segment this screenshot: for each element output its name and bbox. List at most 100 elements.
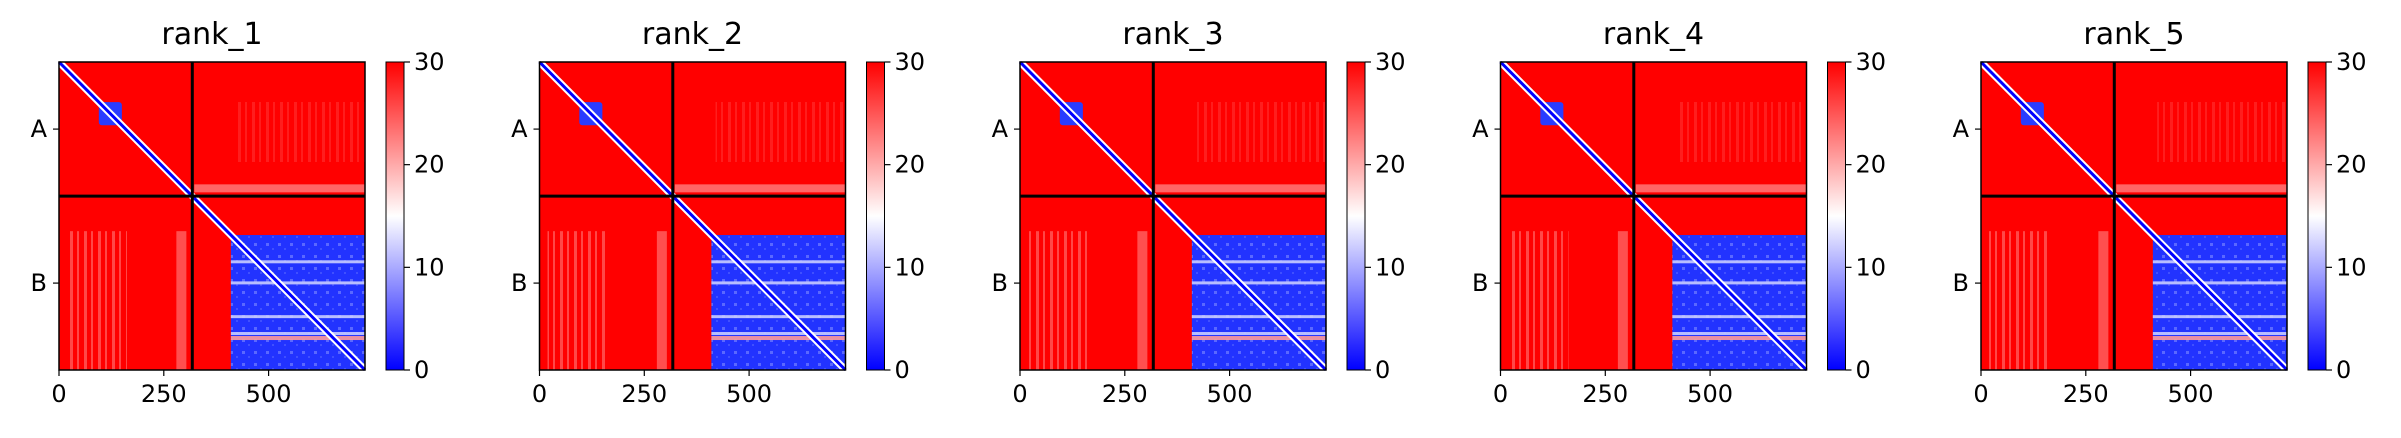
heatmap-frame — [58, 61, 366, 371]
x-tick-label: 500 — [1207, 380, 1253, 408]
domain-band — [1191, 281, 1326, 285]
domain-band — [1191, 260, 1326, 264]
domain-band — [230, 315, 365, 319]
domain-band — [711, 315, 846, 319]
x-tick-label: 500 — [726, 380, 772, 408]
panel-4: rank_4 A B 0 250 500 0 10 20 30 — [1472, 17, 1886, 408]
interchain-band — [674, 184, 846, 193]
colorbar-tick-label: 20 — [1856, 151, 1887, 179]
interchain-streak — [656, 231, 667, 370]
x-tick-label: 500 — [246, 380, 292, 408]
x-tick-label: 500 — [1687, 380, 1733, 408]
x-tick-label: 500 — [2168, 380, 2214, 408]
panel-3: rank_3 A B 0 250 500 0 10 20 30 — [992, 17, 1406, 408]
x-tick-label: 0 — [1973, 380, 1988, 408]
domain-band-red — [230, 336, 365, 341]
x-tick-label: 250 — [1582, 380, 1628, 408]
domain-band — [230, 281, 365, 285]
colorbar-tick-label: 0 — [2336, 356, 2351, 384]
colorbar-tick-label: 20 — [414, 151, 445, 179]
domain-band — [230, 332, 365, 336]
domain-band — [230, 260, 365, 264]
panel-1: rank_1 A B 0 250 500 0 10 20 30 — [31, 17, 445, 408]
heatmap-frame — [1980, 61, 2288, 371]
colorbar-tick-label: 0 — [1375, 356, 1390, 384]
x-tick-label: 250 — [1102, 380, 1148, 408]
y-tick-label: A — [31, 115, 48, 143]
interchain-streaks-upper — [715, 102, 846, 162]
y-tick-label: B — [511, 269, 527, 297]
domain-band — [1672, 260, 1807, 264]
interchain-streaks-upper — [235, 102, 365, 162]
colorbar-tick-label: 0 — [895, 356, 910, 384]
x-tick-label: 250 — [2063, 380, 2109, 408]
interchain-band — [194, 184, 365, 193]
domain-band — [711, 332, 846, 336]
colorbar — [385, 61, 405, 371]
panel-title: rank_2 — [642, 17, 743, 52]
interchain-streaks-upper — [1196, 102, 1326, 162]
heatmap-frame — [1499, 61, 1808, 371]
domain-band — [2152, 332, 2287, 336]
colorbar-tick-label: 10 — [1856, 253, 1887, 281]
colorbar — [1827, 61, 1846, 371]
panel-5: rank_5 A B 0 250 500 0 10 20 30 — [1953, 17, 2367, 408]
diagonal — [1979, 60, 2289, 372]
x-tick-label: 250 — [621, 380, 667, 408]
colorbar-tick-label: 0 — [1856, 356, 1871, 384]
y-tick-label: A — [992, 115, 1009, 143]
domain-band-red — [2152, 336, 2287, 341]
panel-title: rank_3 — [1122, 17, 1223, 52]
colorbar-tick-label: 30 — [895, 48, 926, 76]
domain-band — [1191, 315, 1326, 319]
domain-band — [1672, 332, 1807, 336]
colorbar-tick-label: 30 — [1856, 48, 1887, 76]
interchain-streaks — [1028, 231, 1088, 370]
y-tick-label: A — [511, 115, 528, 143]
heatmap-frame — [1019, 61, 1327, 371]
diagonal — [1499, 60, 1808, 372]
domain-band-red — [1191, 336, 1326, 341]
interchain-streaks — [1989, 231, 2049, 370]
diagonal — [538, 60, 847, 372]
interchain-band — [1635, 184, 1807, 193]
domain-band — [2152, 281, 2287, 285]
colorbar — [866, 61, 885, 371]
domain-band — [1672, 315, 1807, 319]
diagonal — [1018, 60, 1328, 372]
interchain-streaks — [67, 231, 127, 370]
colorbar-tick-label: 30 — [2336, 48, 2367, 76]
y-tick-label: B — [1472, 269, 1488, 297]
panel-title: rank_1 — [161, 17, 262, 52]
interchain-streak — [2098, 231, 2109, 370]
colorbar-tick-label: 20 — [1375, 151, 1406, 179]
panel-2: rank_2 A B 0 250 500 0 10 20 30 — [511, 17, 925, 408]
interchain-streaks-upper — [2157, 102, 2287, 162]
interchain-streaks — [1508, 231, 1569, 370]
colorbar-tick-label: 30 — [414, 48, 445, 76]
interchain-streak — [1617, 231, 1628, 370]
colorbar-tick-label: 10 — [414, 253, 445, 281]
panel-title: rank_5 — [2083, 17, 2184, 52]
y-tick-label: B — [1953, 269, 1969, 297]
heatmap-frame — [538, 61, 847, 371]
diagonal — [57, 60, 367, 372]
x-tick-label: 0 — [532, 380, 547, 408]
x-tick-label: 0 — [1012, 380, 1027, 408]
colorbar-tick-label: 20 — [2336, 151, 2367, 179]
y-tick-label: A — [1472, 115, 1489, 143]
interchain-streaks — [547, 231, 608, 370]
colorbar-tick-label: 20 — [895, 151, 926, 179]
interchain-streak — [176, 231, 187, 370]
interchain-band — [2116, 184, 2287, 193]
domain-band — [1191, 332, 1326, 336]
colorbar — [2307, 61, 2327, 371]
y-tick-label: B — [31, 269, 47, 297]
interchain-streaks-upper — [1676, 102, 1807, 162]
domain-band-red — [1672, 336, 1807, 341]
domain-band — [711, 260, 846, 264]
y-tick-label: B — [992, 269, 1008, 297]
domain-band — [2152, 260, 2287, 264]
domain-band — [711, 281, 846, 285]
